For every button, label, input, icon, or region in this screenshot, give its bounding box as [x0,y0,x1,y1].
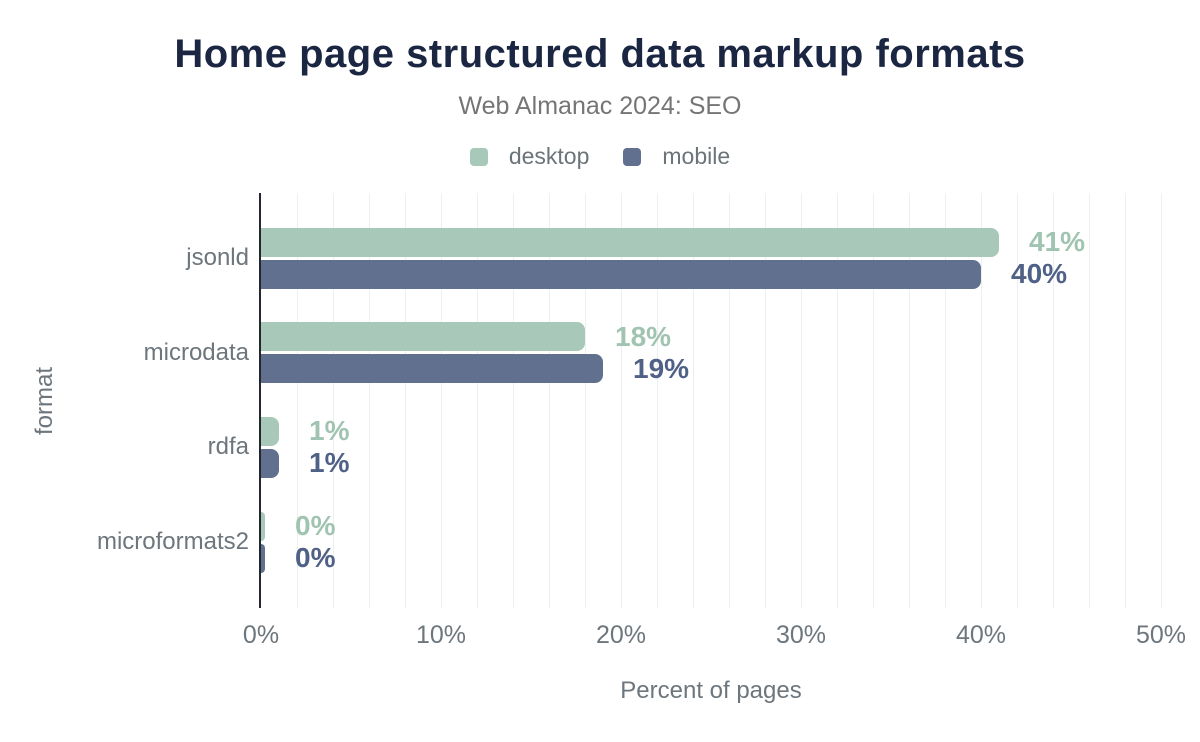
chart-subtitle: Web Almanac 2024: SEO [458,92,742,120]
bar-mobile-microdata [261,354,603,384]
gridline [584,193,586,608]
legend-swatch-mobile [623,147,642,166]
gridline [908,193,910,608]
y-axis-title: format [31,366,58,436]
gridline [548,193,550,608]
bar-value-label: 1% [309,415,350,447]
gridline [476,193,478,608]
gridline [1088,193,1090,608]
plot-area: jsonld 41% 40% microdata 18% 19% rdfa 1% 1% micro… [97,193,1186,649]
gridline [800,193,802,608]
gridline [332,193,334,608]
x-tick-label: 40% [955,621,1007,649]
gridline [440,193,442,608]
gridline [980,193,982,608]
bar-value-label: 18% [615,320,672,352]
x-tick-label: 20% [595,621,647,649]
category-label: rdfa [207,433,249,461]
legend-item-desktop: desktop [469,143,590,170]
gridline [620,193,622,608]
bar-desktop-rdfa [261,416,279,446]
gridline [836,193,838,608]
gridline [728,193,730,608]
bar-value-label: 41% [1029,226,1086,257]
bar-desktop-microformats2 [261,511,265,541]
bar-value-label: 0% [295,542,336,573]
bar-value-label: 40% [1011,258,1068,289]
y-axis-line [259,193,261,608]
category-label: microdata [143,338,249,366]
gridline [1052,193,1054,608]
bar-desktop-jsonld [261,227,999,257]
gridline [296,193,298,608]
x-tick-label: 0% [242,621,280,649]
x-tick-label: 50% [1135,621,1187,649]
x-tick-label: 30% [775,621,827,649]
gridline [1160,193,1162,608]
gridline [1016,193,1018,608]
category-label: microformats2 [96,528,249,555]
gridline [368,193,370,608]
bar-value-label: 19% [633,352,690,384]
gridline [404,193,406,608]
legend-swatch-desktop [469,147,488,166]
gridline [512,193,514,608]
bar-value-label: 0% [295,510,336,541]
bar-mobile-jsonld [261,259,981,289]
bar-value-label: 1% [309,447,350,479]
x-axis-title: Percent of pages [620,677,802,704]
gridline [764,193,766,608]
legend-label-mobile: mobile [662,143,731,169]
gridline [1124,193,1126,608]
bar-mobile-rdfa [261,448,279,478]
x-tick-label: 10% [415,621,467,649]
category-label: jsonld [186,244,249,271]
legend-item-mobile: mobile [623,143,730,170]
bar-desktop-microdata [261,322,585,352]
chart-title: Home page structured data markup formats [174,32,1026,76]
gridline [944,193,946,608]
gridline [656,193,658,608]
bar-mobile-microformats2 [261,543,265,573]
gridline [692,193,694,608]
legend-label-desktop: desktop [508,143,590,169]
legend: desktop mobile [0,143,1200,170]
gridline [872,193,874,608]
